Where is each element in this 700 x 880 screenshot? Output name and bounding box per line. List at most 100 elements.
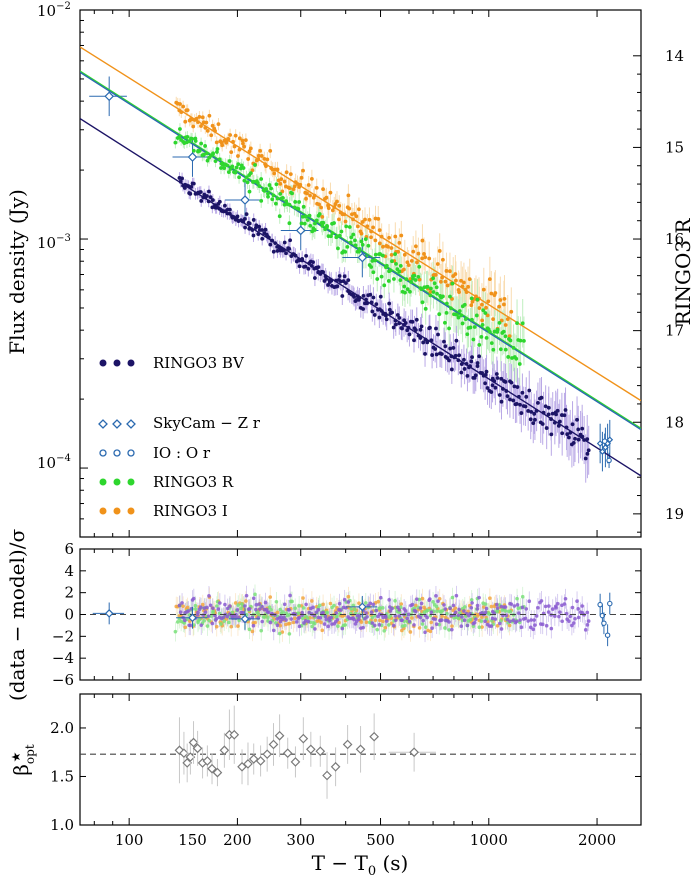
data-point-ringo3-bv [364,297,368,302]
data-point-ringo3-bv [451,346,456,350]
data-point-ringo3-bv [337,274,342,278]
data-point-ringo3-bv [223,203,227,208]
residual-point-ringo3-r [175,620,180,624]
data-point-ringo3-i [332,205,337,210]
data-point-ringo3-i [399,233,404,238]
data-point-ringo3-bv [470,355,474,360]
residual-point-ringo3-r [353,607,357,612]
residual-point-ringo3-bv [443,607,448,611]
data-point-ringo3-i [279,177,284,182]
legend-label-skycam: SkyCam − Z r [153,414,261,432]
data-point-ringo3-i [470,299,475,304]
data-point-ringo3-bv [282,240,287,245]
data-point-ringo3-r [470,317,474,322]
data-point-ringo3-bv [434,352,439,357]
data-point-ringo3-bv [436,332,440,337]
data-point-ringo3-i [288,172,293,177]
data-point-ringo3-bv [207,189,211,194]
residual-point-ringo3-r [301,616,305,621]
residual-y-tick-label: −4 [52,649,74,667]
residual-point-ringo3-r [336,624,340,629]
data-point-ringo3-i [493,291,498,295]
residual-point-ringo3-bv [477,595,481,600]
residual-point-ringo3-bv [297,615,302,620]
data-point-ringo3-bv [378,294,383,299]
data-point-ringo3-r [481,308,486,313]
residual-point-ringo3-r [483,602,488,606]
residual-point-ringo3-bv [289,617,294,621]
x-tick-label-200: 200 [223,831,252,849]
data-point-ringo3-bv [321,270,326,274]
beta-point [212,767,223,778]
data-point-ringo3-r [213,159,218,164]
data-point-ringo3-r [173,140,178,145]
data-point-ringo3-r [441,294,445,299]
data-point-ringo3-i [440,275,445,280]
residual-point-ringo3-i [280,630,285,634]
residual-point-ringo3-bv [186,609,191,613]
residual-point-ringo3-r [508,609,513,614]
data-point-ringo3-r [287,202,292,207]
residual-point-ringo3-bv [423,630,427,635]
data-point-ringo3-r [334,234,339,239]
data-point-ringo3-r [215,147,220,151]
data-point-ringo3-bv [178,179,183,184]
data-point-ringo3-i [342,212,347,217]
residual-point-ringo3-bv [282,602,287,607]
data-point-ringo3-bv [311,260,315,265]
residual-point-ringo3-bv [304,602,308,607]
residual-point-ringo3-bv [469,605,474,610]
io-point [601,438,608,444]
data-point-ringo3-bv [504,389,509,393]
data-point-ringo3-bv [475,364,480,369]
data-point-ringo3-i [469,303,474,308]
residual-point-ringo3-i [328,601,333,606]
data-point-ringo3-r [384,263,389,268]
data-point-ringo3-r [498,347,503,352]
residual-point-ringo3-bv [327,618,332,623]
residual-point-ringo3-bv [321,610,325,615]
residual-point-ringo3-r [262,615,267,619]
data-point-ringo3-r [211,151,215,156]
data-point-ringo3-bv [573,436,577,441]
data-point-ringo3-r [412,273,417,278]
data-point-ringo3-i [486,299,491,304]
residual-point-ringo3-bv [475,606,480,611]
residual-point-ringo3-r [325,610,329,615]
data-point-ringo3-i [354,214,359,219]
residual-point-ringo3-i [233,601,238,605]
data-point-ringo3-i [454,278,458,283]
residual-io-point [597,601,603,608]
data-point-ringo3-r [403,290,407,295]
residual-point-ringo3-i [399,602,404,606]
residual-point-ringo3-bv [235,608,240,612]
beta-marks [80,705,641,799]
data-point-ringo3-bv [512,384,517,389]
residual-point-ringo3-bv [465,623,470,628]
residual-point-ringo3-i [250,629,255,634]
residual-point-ringo3-r [281,610,285,614]
data-point-ringo3-r [313,221,317,226]
data-point-ringo3-r [247,189,252,194]
data-point-ringo3-r [522,338,526,343]
data-point-ringo3-r [408,289,412,294]
residual-point-ringo3-bv [412,623,416,627]
residual-point-ringo3-bv [352,617,356,622]
data-point-ringo3-r [177,135,182,139]
residual-point-ringo3-bv [425,615,430,620]
residual-point-ringo3-bv [568,614,573,619]
data-point-ringo3-bv [418,336,423,340]
residual-point-ringo3-bv [483,619,487,624]
data-point-ringo3-r [282,202,287,207]
data-point-ringo3-bv [418,327,423,332]
data-point-ringo3-bv [303,264,308,269]
data-point-ringo3-i [480,318,485,323]
residual-point-ringo3-bv [203,610,208,614]
beta-point [268,739,279,750]
residual-point-ringo3-i [480,625,484,629]
skycam-point [599,448,606,455]
data-point-ringo3-r [480,323,485,327]
residual-point-ringo3-i [383,625,388,630]
residual-point-ringo3-i [337,620,341,625]
data-point-ringo3-i [445,283,450,288]
